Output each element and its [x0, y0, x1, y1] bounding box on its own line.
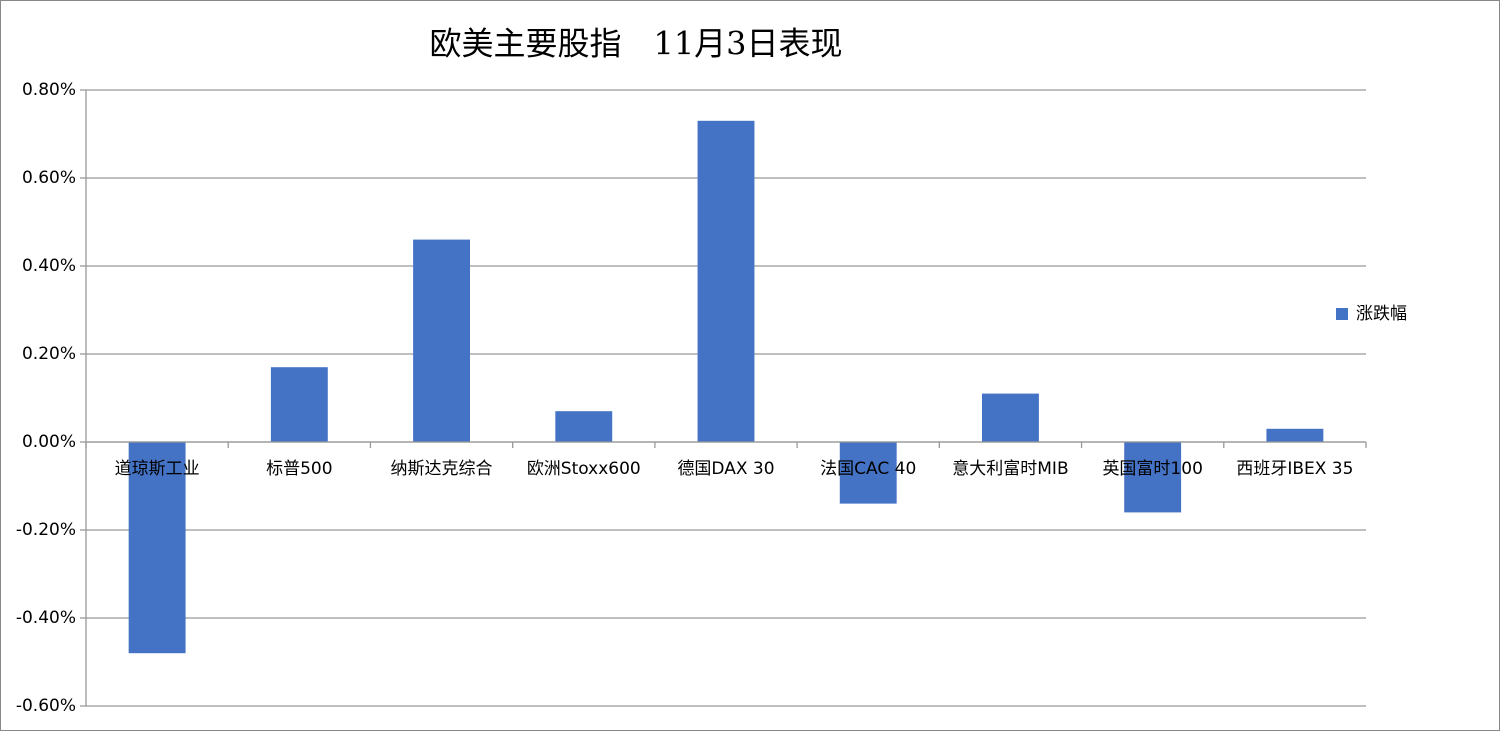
x-tick-label: 欧洲Stoxx600	[527, 459, 641, 479]
bar	[413, 239, 470, 442]
legend-label: 涨跌幅	[1356, 304, 1407, 324]
bar	[839, 442, 897, 504]
y-tick-label: -0.40%	[16, 608, 76, 628]
bar	[982, 393, 1039, 442]
y-tick-label: 0.60%	[22, 168, 76, 188]
x-tick-label: 德国DAX 30	[677, 459, 774, 479]
x-tick-label: 英国富时100	[1102, 459, 1202, 479]
legend-swatch	[1336, 308, 1348, 320]
bar	[1266, 428, 1324, 442]
y-tick-label: -0.20%	[16, 520, 76, 540]
x-tick-label: 西班牙IBEX 35	[1236, 459, 1353, 479]
x-tick-label: 纳斯达克综合	[391, 459, 493, 479]
x-tick-label: 意大利富时MIB	[952, 459, 1068, 479]
y-tick-label: 0.20%	[22, 344, 76, 364]
y-tick-label: 0.00%	[22, 432, 76, 452]
bar	[697, 120, 755, 443]
chart-title: 欧美主要股指 11月3日表现	[429, 25, 842, 63]
y-tick-label: 0.80%	[22, 80, 76, 100]
x-tick-label: 道琼斯工业	[115, 459, 200, 479]
bar	[555, 411, 613, 442]
x-tick-label: 法国CAC 40	[820, 459, 916, 479]
bar	[128, 442, 186, 654]
bar	[1124, 442, 1182, 513]
x-tick-label: 标普500	[266, 459, 332, 479]
bar	[270, 367, 328, 442]
y-tick-label: -0.60%	[16, 696, 76, 716]
y-tick-label: 0.40%	[22, 256, 76, 276]
